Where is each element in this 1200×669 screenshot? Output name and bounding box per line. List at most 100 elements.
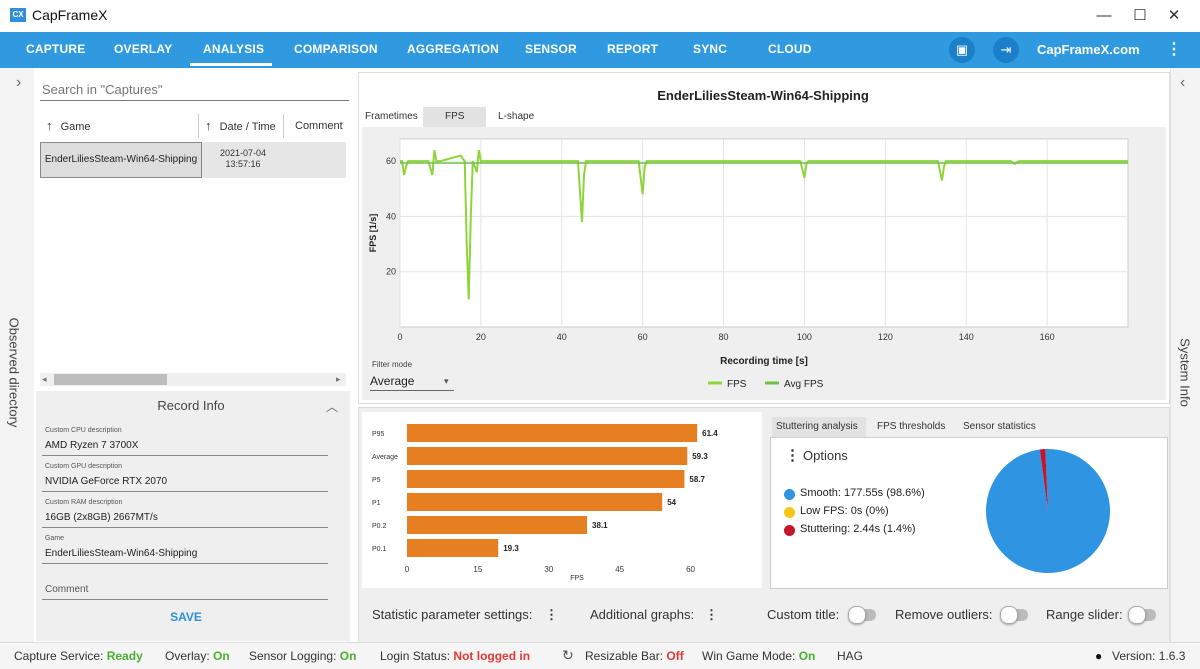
bar-p0-2 <box>407 516 588 534</box>
minimize-button[interactable]: — <box>1096 7 1112 24</box>
filter-mode-select[interactable]: Average ▾ <box>370 372 454 391</box>
hags-status-label: HAG <box>837 649 864 663</box>
nav-comparison[interactable]: COMPARISON <box>294 42 378 56</box>
nav-sensor[interactable]: SENSOR <box>525 42 577 56</box>
sort-arrow-icon: ↑ <box>205 118 212 133</box>
x-tick-label: 0 <box>397 332 402 342</box>
filter-mode-value: Average <box>370 374 415 388</box>
cpu-field[interactable]: AMD Ryzen 7 3700X <box>45 440 139 451</box>
stuttering-legend-label: Stuttering: 2.44s (1.4%) <box>800 523 916 535</box>
options-menu-icon[interactable]: ⋮ <box>785 447 800 464</box>
tab-frametimes[interactable]: Frametimes <box>365 111 418 122</box>
nav-aggregation[interactable]: AGGREGATION <box>407 42 499 56</box>
range-slider-toggle[interactable] <box>1128 606 1156 624</box>
scrollbar-thumb[interactable] <box>54 374 167 385</box>
capture-service-status: Capture Service: Ready <box>14 649 143 663</box>
stuttering-pie-chart[interactable] <box>980 442 1116 580</box>
bar-p1 <box>407 493 663 511</box>
capture-game-cell[interactable]: EnderLiliesSteam-Win64-Shipping <box>40 142 202 178</box>
bar-category-label: P0.2 <box>372 523 387 530</box>
system-info-label[interactable]: System Info <box>1177 338 1193 407</box>
login-status-label: Login Status: <box>380 649 451 663</box>
options-label[interactable]: Options <box>803 448 848 463</box>
tab-sensor-statistics[interactable]: Sensor statistics <box>963 421 1036 432</box>
bar-average <box>407 447 688 465</box>
column-game-label: Game <box>60 121 91 133</box>
legend-label: Avg FPS <box>784 379 824 390</box>
column-game-header[interactable]: ↑ Game <box>46 112 91 140</box>
login-status-value: Not logged in <box>453 649 531 663</box>
x-tick-label: 140 <box>959 332 974 342</box>
bar-value-label: 38.1 <box>592 521 608 530</box>
maximize-button[interactable]: ☐ <box>1133 7 1147 24</box>
nav-analysis[interactable]: ANALYSIS <box>203 42 265 56</box>
sort-arrow-icon: ↑ <box>46 118 53 133</box>
field-underline <box>42 455 328 456</box>
statistic-settings-label[interactable]: Statistic parameter settings: <box>372 607 533 622</box>
column-divider[interactable] <box>198 114 199 138</box>
remove-outliers-toggle[interactable] <box>1000 606 1028 624</box>
search-input[interactable] <box>40 78 349 101</box>
nav-cloud[interactable]: CLOUD <box>768 42 812 56</box>
save-button[interactable]: SAVE <box>170 610 202 624</box>
info-icon[interactable]: ● <box>1095 649 1103 663</box>
smooth-legend-dot <box>784 489 795 500</box>
website-link[interactable]: CapFrameX.com <box>1037 42 1140 57</box>
scroll-right-icon[interactable]: ▸ <box>336 374 341 384</box>
nav-report[interactable]: REPORT <box>607 42 659 56</box>
bar-x-tick-label: 15 <box>473 565 482 574</box>
bar-category-label: P0.1 <box>372 546 387 553</box>
system-info-strip[interactable] <box>1170 68 1200 642</box>
x-tick-label: 100 <box>797 332 812 342</box>
collapse-chevron-icon[interactable]: ︿ <box>326 400 339 414</box>
bar-category-label: Average <box>372 454 398 461</box>
expand-left-icon[interactable]: › <box>16 74 22 91</box>
nav-capture[interactable]: CAPTURE <box>26 42 86 56</box>
additional-graphs-label[interactable]: Additional graphs: <box>590 607 695 622</box>
capture-time: 13:57:16 <box>225 159 261 169</box>
x-axis-label: Recording time [s] <box>720 356 808 367</box>
close-button[interactable]: ✕ <box>1167 7 1181 24</box>
statistic-settings-menu-icon[interactable]: ⋮ <box>545 607 558 622</box>
refresh-icon[interactable]: ↻ <box>562 647 574 663</box>
column-divider[interactable] <box>283 114 284 138</box>
column-comment-header[interactable]: Comment <box>295 120 343 132</box>
scroll-left-icon[interactable]: ◂ <box>42 374 47 384</box>
gpu-field[interactable]: NVIDIA GeForce RTX 2070 <box>45 476 168 487</box>
statistics-bar-chart[interactable]: P95 61.4 Average 59.3 P5 58.7 P1 54 P0.2 38.1 P0.1… <box>362 412 762 588</box>
app-logo-icon: CX <box>10 8 26 22</box>
tab-fps-thresholds[interactable]: FPS thresholds <box>877 421 946 432</box>
cpu-field-label: Custom CPU description <box>45 427 122 434</box>
low-fps-legend-label: Low FPS: 0s (0%) <box>800 505 889 517</box>
nav-sync[interactable]: SYNC <box>693 42 728 56</box>
tab-l-shape[interactable]: L-shape <box>498 111 535 122</box>
observed-directory-label[interactable]: Observed directory <box>6 317 22 428</box>
expand-right-icon[interactable]: ‹ <box>1180 74 1186 91</box>
bar-value-label: 54 <box>667 498 676 507</box>
column-date-header[interactable]: ↑ Date / Time <box>205 112 276 140</box>
comment-field[interactable]: Comment <box>45 584 89 595</box>
bar-value-label: 19.3 <box>503 544 519 553</box>
field-underline <box>42 491 328 492</box>
more-menu-icon[interactable]: ⋮ <box>1166 41 1182 58</box>
game-field[interactable]: EnderLiliesSteam-Win64-Shipping <box>45 548 198 559</box>
capture-date-cell[interactable]: 2021-07-04 13:57:16 <box>218 148 268 170</box>
tab-fps[interactable]: FPS <box>445 111 465 122</box>
active-chart-tab-bg <box>423 107 486 127</box>
capture-date: 2021-07-04 <box>219 148 267 158</box>
login-icon[interactable]: ⇥ <box>993 37 1019 63</box>
game-field-label: Game <box>45 535 65 542</box>
bar-value-label: 58.7 <box>689 475 705 484</box>
column-date-label: Date / Time <box>219 121 276 133</box>
fps-line-chart[interactable]: 0 20 40 60 80 100 120 140 160 20 40 60 Recording tim… <box>362 127 1166 400</box>
resizable-bar-status: Resizable Bar: Off <box>585 649 684 663</box>
custom-title-toggle[interactable] <box>848 606 876 624</box>
copy-icon[interactable]: ▣ <box>949 37 975 63</box>
observed-directory-strip[interactable] <box>0 68 35 642</box>
nav-overlay[interactable]: OVERLAY <box>114 42 173 56</box>
y-tick-label: 60 <box>386 156 396 166</box>
additional-graphs-menu-icon[interactable]: ⋮ <box>705 607 718 622</box>
game-mode-status: Win Game Mode: On <box>702 649 815 663</box>
ram-field[interactable]: 16GB (2x8GB) 2667MT/s <box>45 512 158 523</box>
tab-stuttering-analysis[interactable]: Stuttering analysis <box>776 421 858 432</box>
